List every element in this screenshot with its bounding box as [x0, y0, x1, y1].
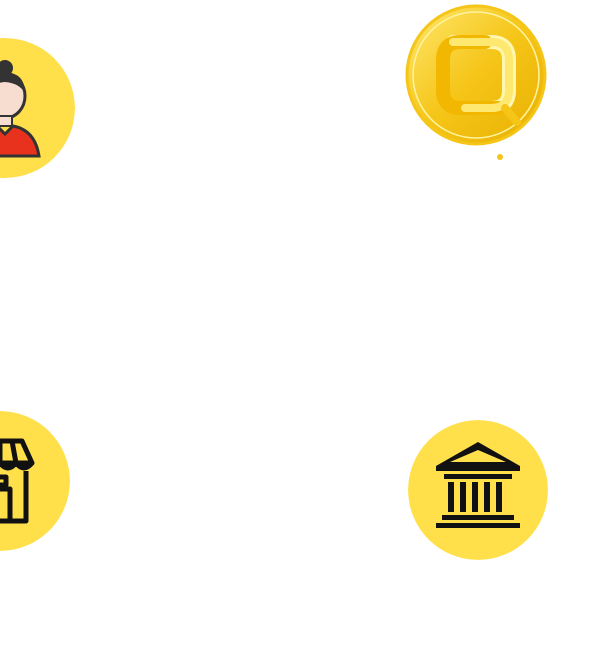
- bank-building-icon: [408, 420, 548, 560]
- storefront-icon: [0, 411, 70, 551]
- user-avatar-icon: [0, 38, 75, 178]
- store-node: [0, 411, 70, 551]
- logo-indicator-dot: [497, 154, 503, 160]
- logo-node: [405, 4, 547, 146]
- app-logo-icon: [405, 4, 547, 146]
- user-node: [0, 38, 75, 178]
- bank-node: [408, 420, 548, 560]
